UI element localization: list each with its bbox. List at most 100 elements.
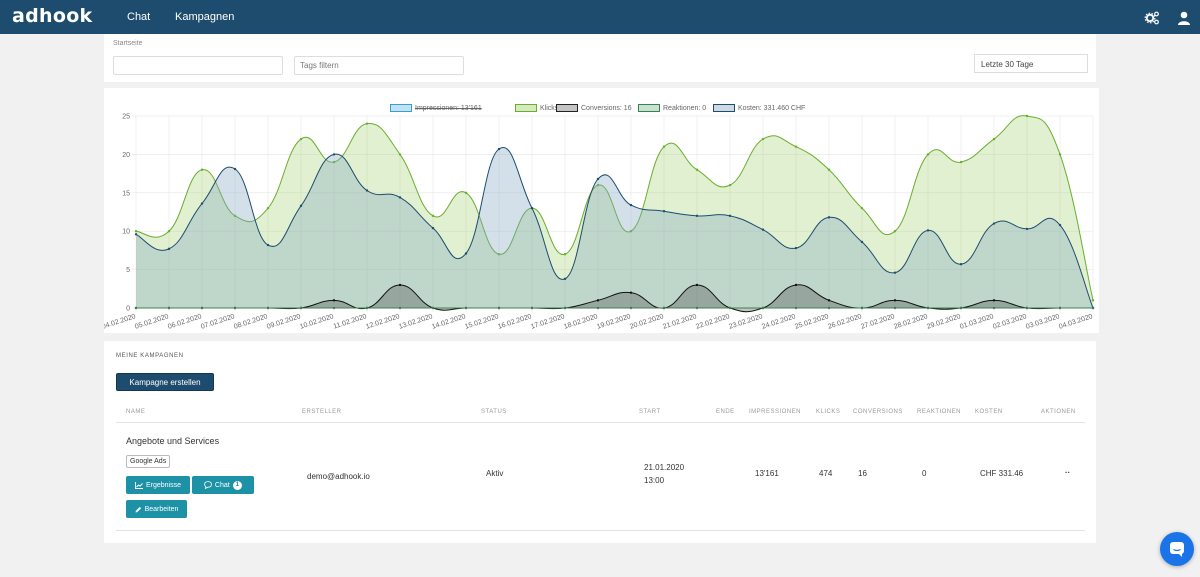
- col-header-impressions[interactable]: IMPRESSIONEN: [749, 409, 802, 415]
- data-point-reaktionen[interactable]: [398, 306, 402, 310]
- chat-button[interactable]: Chat 1: [192, 476, 254, 494]
- data-point-reaktionen[interactable]: [992, 306, 996, 310]
- data-point-kosten[interactable]: [365, 189, 369, 192]
- data-point-klicks[interactable]: [167, 230, 171, 233]
- col-header-start[interactable]: START: [639, 409, 661, 415]
- data-point-kosten[interactable]: [794, 246, 798, 250]
- data-point-klicks[interactable]: [596, 183, 600, 187]
- user-icon[interactable]: [1176, 10, 1192, 26]
- data-point-kosten[interactable]: [926, 229, 930, 232]
- data-point-kosten[interactable]: [497, 147, 501, 151]
- nav-campaigns[interactable]: Kampagnen: [175, 11, 235, 23]
- data-point-reaktionen[interactable]: [1025, 306, 1029, 310]
- data-point-reaktionen[interactable]: [563, 306, 567, 310]
- data-point-kosten[interactable]: [992, 222, 996, 225]
- data-point-reaktionen[interactable]: [233, 306, 237, 310]
- data-point-conversions[interactable]: [827, 299, 831, 302]
- data-point-klicks[interactable]: [761, 137, 765, 141]
- data-point-klicks[interactable]: [134, 230, 138, 233]
- chat-widget-button[interactable]: [1160, 532, 1194, 566]
- col-header-cost[interactable]: KOSTEN: [975, 409, 1003, 415]
- data-point-klicks[interactable]: [860, 206, 864, 210]
- col-header-conversions[interactable]: CONVERSIONS: [853, 409, 903, 415]
- data-point-klicks[interactable]: [893, 230, 897, 233]
- data-point-klicks[interactable]: [1025, 114, 1029, 118]
- breadcrumb[interactable]: Startseite: [113, 40, 143, 47]
- data-point-reaktionen[interactable]: [761, 306, 765, 310]
- col-header-creator[interactable]: ERSTELLER: [302, 409, 342, 415]
- data-point-klicks[interactable]: [233, 214, 237, 218]
- data-point-klicks[interactable]: [365, 122, 369, 125]
- col-header-clicks[interactable]: KLICKS: [816, 409, 841, 415]
- data-point-klicks[interactable]: [200, 168, 204, 171]
- edit-button[interactable]: Bearbeiten: [126, 500, 187, 518]
- data-point-klicks[interactable]: [662, 145, 666, 148]
- data-point-kosten[interactable]: [761, 228, 765, 231]
- data-point-conversions[interactable]: [695, 283, 699, 287]
- data-point-kosten[interactable]: [299, 204, 303, 208]
- data-point-reaktionen[interactable]: [860, 306, 864, 310]
- data-point-klicks[interactable]: [332, 160, 336, 164]
- data-point-conversions[interactable]: [332, 299, 336, 302]
- data-point-kosten[interactable]: [200, 202, 204, 205]
- search-input[interactable]: [113, 56, 283, 75]
- date-range-select[interactable]: Letzte 30 Tage: [974, 54, 1088, 73]
- data-point-klicks[interactable]: [563, 253, 567, 256]
- data-point-conversions[interactable]: [629, 291, 633, 294]
- data-point-klicks[interactable]: [959, 160, 963, 164]
- data-point-klicks[interactable]: [992, 137, 996, 141]
- data-point-kosten[interactable]: [860, 240, 864, 244]
- cogs-icon[interactable]: [1144, 10, 1160, 26]
- col-header-end[interactable]: ENDE: [716, 409, 735, 415]
- col-header-status[interactable]: STATUS: [481, 409, 507, 415]
- data-point-kosten[interactable]: [1025, 227, 1029, 231]
- data-point-conversions[interactable]: [893, 299, 897, 302]
- data-point-klicks[interactable]: [431, 214, 435, 218]
- data-point-reaktionen[interactable]: [134, 306, 138, 310]
- data-point-kosten[interactable]: [1058, 223, 1062, 227]
- data-point-klicks[interactable]: [398, 153, 402, 156]
- data-point-kosten[interactable]: [629, 203, 633, 207]
- data-point-reaktionen[interactable]: [794, 306, 798, 310]
- data-point-reaktionen[interactable]: [464, 306, 468, 310]
- results-button[interactable]: Ergebnisse: [126, 476, 190, 494]
- data-point-reaktionen[interactable]: [431, 306, 435, 310]
- create-campaign-button[interactable]: Kampagne erstellen: [116, 373, 214, 391]
- data-point-kosten[interactable]: [332, 153, 336, 156]
- data-point-reaktionen[interactable]: [959, 306, 963, 310]
- legend-item-kosten[interactable]: Kosten: 331.460 CHF: [713, 103, 805, 113]
- data-point-kosten[interactable]: [563, 277, 567, 281]
- data-point-reaktionen[interactable]: [497, 306, 501, 310]
- data-point-klicks[interactable]: [827, 168, 831, 171]
- data-point-reaktionen[interactable]: [1091, 306, 1095, 310]
- data-point-kosten[interactable]: [662, 210, 666, 213]
- campaign-name[interactable]: Angebote und Services: [126, 436, 220, 446]
- data-point-klicks[interactable]: [695, 168, 699, 171]
- data-point-klicks[interactable]: [464, 191, 468, 194]
- data-point-kosten[interactable]: [398, 196, 402, 199]
- data-point-reaktionen[interactable]: [200, 306, 204, 310]
- col-header-name[interactable]: NAME: [126, 409, 146, 415]
- data-point-conversions[interactable]: [992, 299, 996, 302]
- data-point-conversions[interactable]: [596, 299, 600, 302]
- legend-item-reaktionen[interactable]: Reaktionen: 0: [638, 103, 706, 113]
- data-point-klicks[interactable]: [299, 137, 303, 141]
- data-point-klicks[interactable]: [266, 206, 270, 210]
- data-point-klicks[interactable]: [926, 153, 930, 156]
- data-point-kosten[interactable]: [893, 271, 897, 274]
- data-point-klicks[interactable]: [794, 145, 798, 148]
- data-point-reaktionen[interactable]: [728, 306, 732, 310]
- data-point-reaktionen[interactable]: [167, 306, 171, 310]
- data-point-klicks[interactable]: [728, 183, 732, 187]
- data-point-kosten[interactable]: [431, 226, 435, 230]
- data-point-conversions[interactable]: [794, 283, 798, 287]
- data-point-kosten[interactable]: [959, 263, 963, 266]
- data-point-klicks[interactable]: [1091, 299, 1095, 302]
- data-point-reaktionen[interactable]: [530, 306, 534, 310]
- data-point-kosten[interactable]: [233, 167, 237, 171]
- col-header-reactions[interactable]: REAKTIONEN: [917, 409, 962, 415]
- data-point-reaktionen[interactable]: [662, 306, 666, 310]
- tags-filter-input[interactable]: [294, 56, 464, 75]
- data-point-reaktionen[interactable]: [629, 306, 633, 310]
- data-point-reaktionen[interactable]: [926, 306, 930, 310]
